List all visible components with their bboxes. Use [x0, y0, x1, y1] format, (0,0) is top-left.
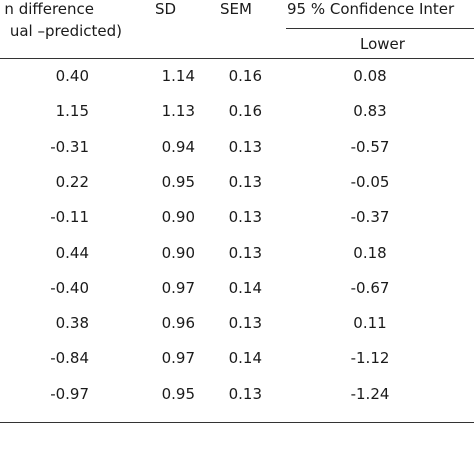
- cell-mean-difference: 0.38: [55, 314, 89, 332]
- cell-ci-lower: -0.05: [350, 173, 390, 191]
- header-sem: SEM: [220, 0, 252, 18]
- cell-sd: 0.95: [161, 385, 195, 403]
- cell-sem: 0.13: [228, 208, 262, 226]
- cell-sd: 0.90: [161, 244, 195, 262]
- cell-sd: 0.96: [161, 314, 195, 332]
- cell-sem: 0.13: [228, 385, 262, 403]
- cell-mean-difference: -0.84: [50, 349, 89, 367]
- cell-sd: 0.94: [161, 138, 195, 156]
- cell-ci-lower: -0.67: [350, 279, 390, 297]
- cell-sem: 0.13: [228, 138, 262, 156]
- cell-sem: 0.13: [228, 173, 262, 191]
- cell-mean-difference: -0.97: [50, 385, 89, 403]
- cell-sd: 0.95: [161, 173, 195, 191]
- cell-sem: 0.13: [228, 244, 262, 262]
- cell-sd: 0.90: [161, 208, 195, 226]
- ci-header-rule: [286, 28, 474, 29]
- cell-sd: 1.13: [161, 102, 195, 120]
- cell-sem: 0.16: [228, 67, 262, 85]
- cell-sd: 0.97: [161, 349, 195, 367]
- cell-ci-lower: 0.08: [353, 67, 387, 85]
- cell-mean-difference: -0.31: [50, 138, 89, 156]
- cell-ci-lower: 0.11: [353, 314, 387, 332]
- cell-sd: 1.14: [161, 67, 195, 85]
- cell-ci-lower: 0.18: [353, 244, 387, 262]
- cell-mean-difference: 0.22: [55, 173, 89, 191]
- cell-mean-difference: 1.15: [55, 102, 89, 120]
- header-bottom-rule: [0, 58, 474, 59]
- cell-sem: 0.16: [228, 102, 262, 120]
- cell-ci-lower: -1.12: [350, 349, 390, 367]
- header-confidence-interval: 95 % Confidence Inter: [287, 0, 455, 18]
- table-bottom-rule: [0, 422, 474, 423]
- header-ci-lower: Lower: [360, 35, 405, 53]
- header-mean-difference-line1: n difference: [4, 0, 94, 18]
- cell-mean-difference: 0.44: [55, 244, 89, 262]
- header-mean-difference-line2: ual –predicted): [9, 22, 122, 40]
- cell-mean-difference: -0.40: [50, 279, 89, 297]
- cell-mean-difference: -0.11: [50, 208, 89, 226]
- cell-ci-lower: -1.24: [350, 385, 390, 403]
- cell-mean-difference: 0.40: [55, 67, 89, 85]
- cell-ci-lower: 0.83: [353, 102, 387, 120]
- cell-ci-lower: -0.57: [350, 138, 390, 156]
- cell-sd: 0.97: [161, 279, 195, 297]
- cell-sem: 0.14: [228, 349, 262, 367]
- cell-sem: 0.13: [228, 314, 262, 332]
- header-sd: SD: [155, 0, 177, 18]
- cell-ci-lower: -0.37: [350, 208, 390, 226]
- cell-sem: 0.14: [228, 279, 262, 297]
